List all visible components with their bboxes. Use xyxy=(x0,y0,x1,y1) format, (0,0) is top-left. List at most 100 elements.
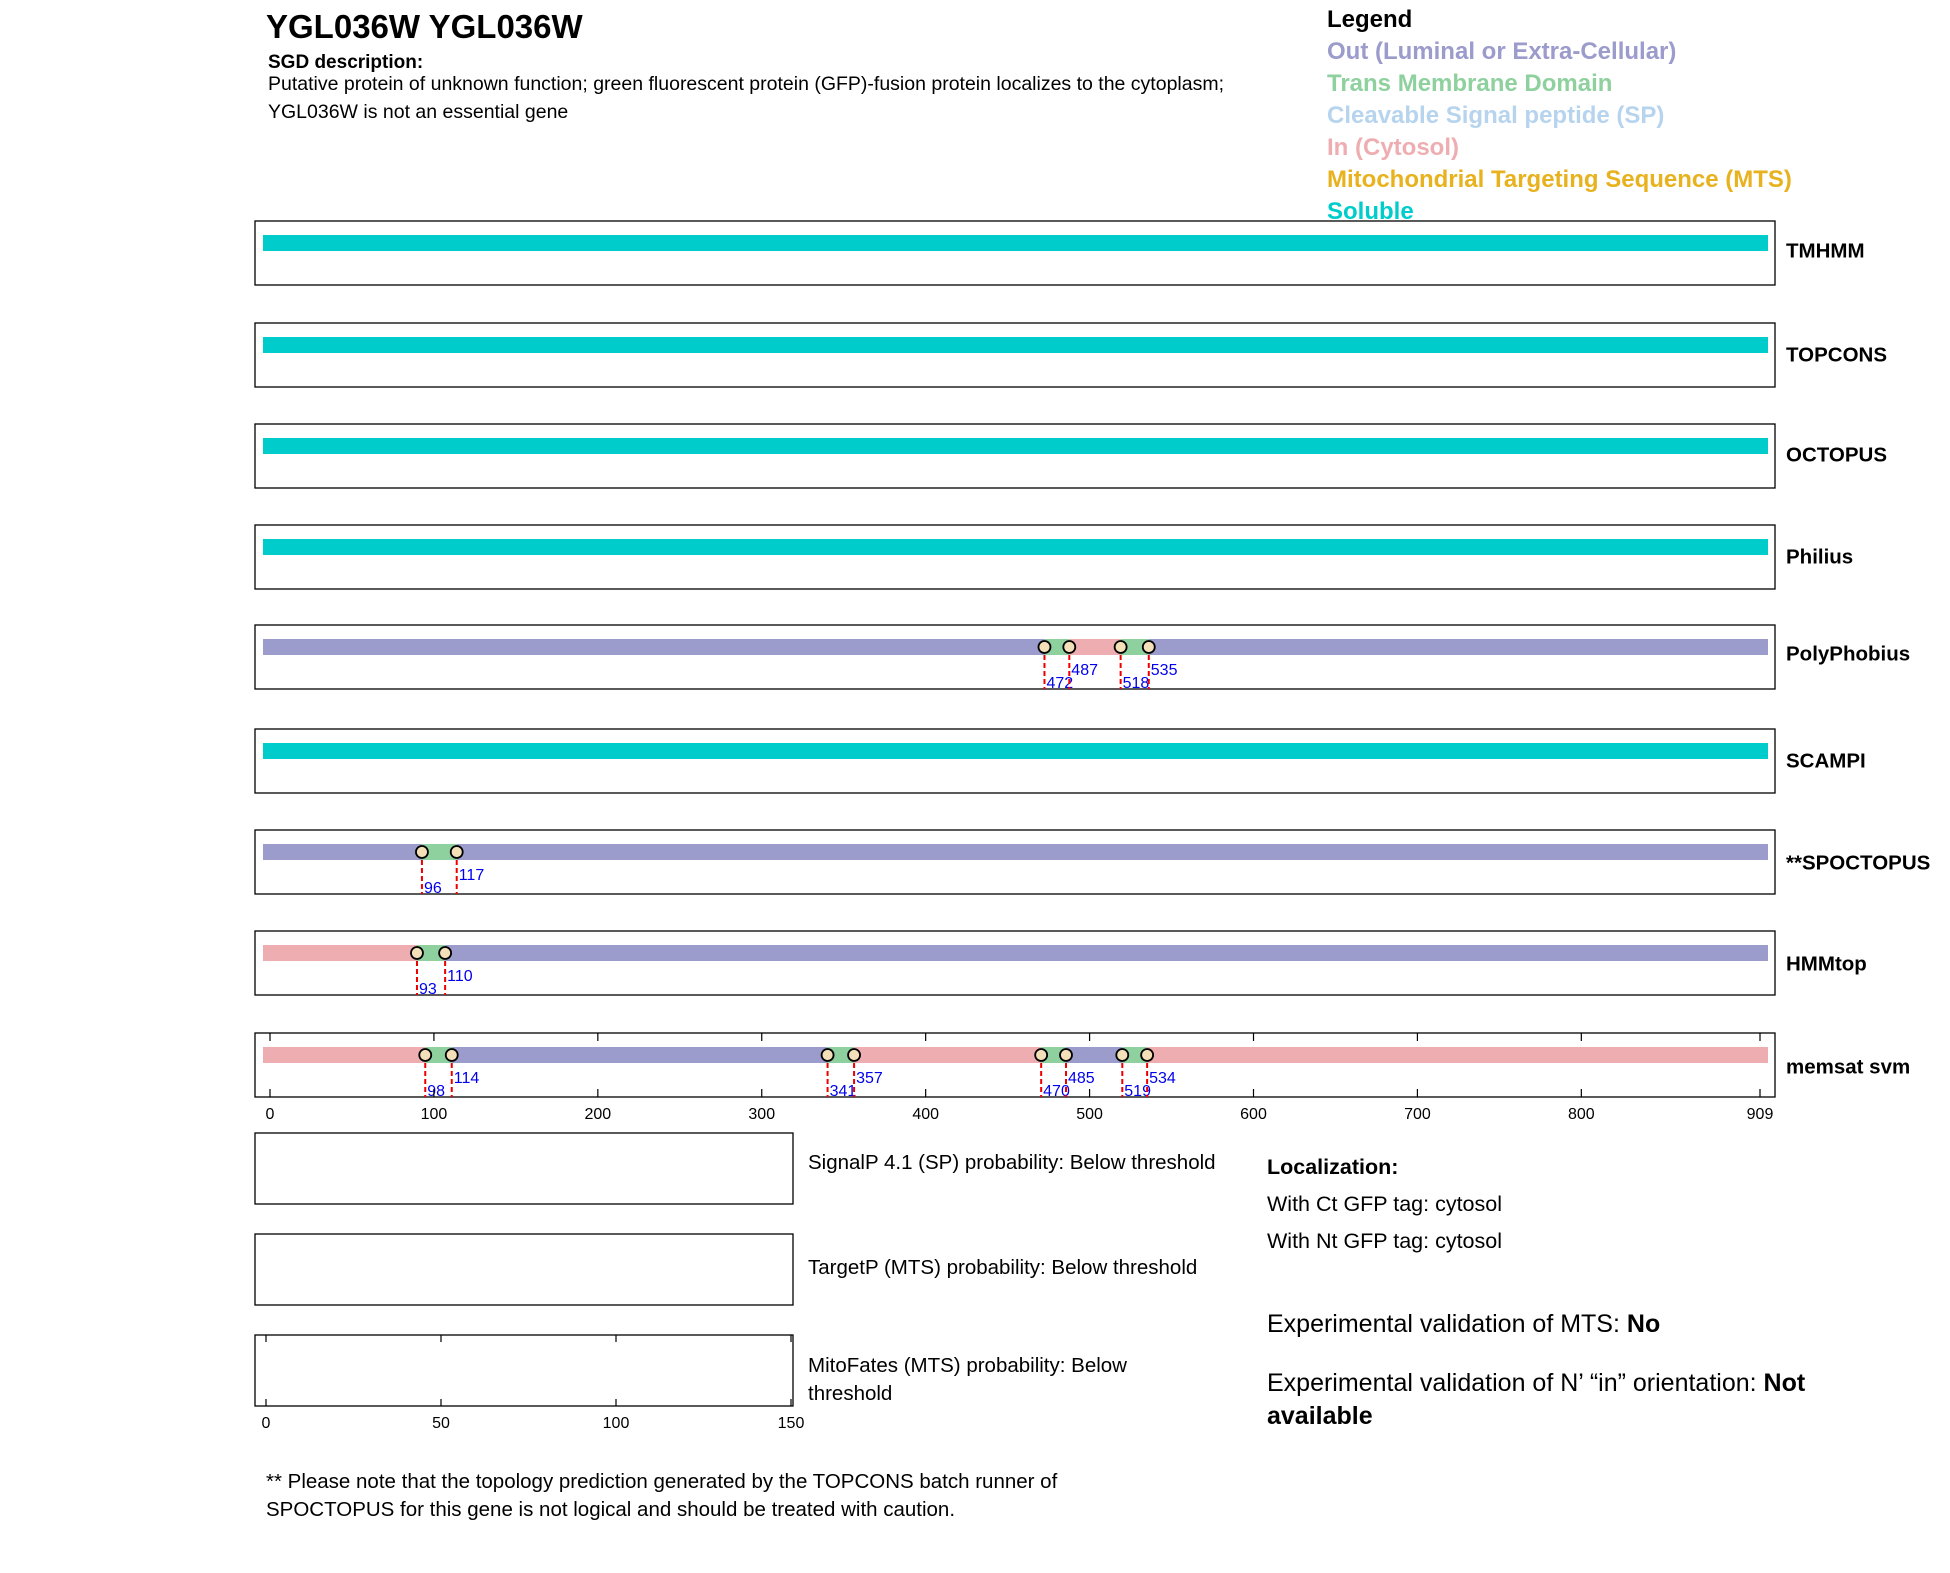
predictor-label-tmhmm: TMHMM xyxy=(1786,239,1865,262)
footnote: ** Please note that the topology predict… xyxy=(266,1470,1058,1521)
legend: Legend Out (Luminal or Extra-Cellular) T… xyxy=(1327,4,1792,228)
predictor-label-spoctopus: **SPOCTOPUS xyxy=(1786,851,1930,874)
segment-out xyxy=(1148,639,1768,655)
sgd-description-label: SGD description: xyxy=(268,52,424,73)
track-frame xyxy=(254,423,1776,489)
prob-tick-label: 150 xyxy=(778,1415,805,1432)
boundary-label: 519 xyxy=(1124,1083,1151,1100)
x-tick-label: 300 xyxy=(748,1106,775,1123)
legend-item-out: Out (Luminal or Extra-Cellular) xyxy=(1327,38,1677,65)
predictor-label-scampi: SCAMPI xyxy=(1786,749,1866,772)
segment-out xyxy=(263,639,1045,655)
boundary-label: 357 xyxy=(856,1070,883,1087)
experimental-mts-value: No xyxy=(1626,1310,1661,1338)
legend-item-tm: Trans Membrane Domain xyxy=(1327,70,1613,97)
page-title: YGL036W YGL036W xyxy=(266,8,583,45)
segment-in xyxy=(854,1047,1042,1063)
boundary-marker xyxy=(1034,1048,1049,1062)
track-frame xyxy=(254,624,1776,690)
predictor-label-octopus: OCTOPUS xyxy=(1786,443,1887,466)
boundary-label: 535 xyxy=(1151,662,1178,679)
track-frame xyxy=(254,1032,1776,1098)
mitofates-probability-text: MitoFates (MTS) probability: Below thres… xyxy=(808,1354,1127,1405)
boundary-marker xyxy=(1113,640,1128,654)
boundary-label: 110 xyxy=(447,968,473,985)
sgd-description-text: Putative protein of unknown function; gr… xyxy=(268,73,1225,123)
segment-in xyxy=(1147,1047,1768,1063)
boundary-marker xyxy=(444,1048,459,1062)
experimental-orientation: Experimental validation of N’ “in” orien… xyxy=(1267,1367,1877,1433)
boundary-label: 472 xyxy=(1046,675,1073,692)
segment-soluble xyxy=(263,337,1768,353)
predictor-label-memsat-svm: memsat svm xyxy=(1786,1055,1910,1078)
boundary-marker xyxy=(418,1048,433,1062)
prob-tick-label: 0 xyxy=(262,1415,271,1432)
prob-tick-label: 100 xyxy=(603,1415,630,1432)
boundary-label: 98 xyxy=(427,1083,445,1100)
localization-block: Localization: With Ct GFP tag: cytosol W… xyxy=(1267,1149,1502,1260)
legend-title: Legend xyxy=(1327,6,1413,33)
legend-item-in: In (Cytosol) xyxy=(1327,134,1459,161)
boundary-label: 96 xyxy=(424,880,442,897)
x-tick-label: 909 xyxy=(1747,1106,1774,1123)
x-tick-label: 100 xyxy=(421,1106,448,1123)
x-tick-label: 700 xyxy=(1404,1106,1431,1123)
track-frame xyxy=(254,930,1776,996)
track-frame xyxy=(254,322,1776,388)
boundary-label: 114 xyxy=(454,1070,480,1087)
x-tick-label: 600 xyxy=(1240,1106,1267,1123)
experimental-orientation-label: Experimental validation of N’ “in” orien… xyxy=(1267,1369,1764,1397)
segment-tm xyxy=(1044,639,1070,655)
boundary-label: 470 xyxy=(1043,1083,1070,1100)
segment-out xyxy=(445,945,1769,961)
boundary-label: 534 xyxy=(1149,1070,1176,1087)
track-frame xyxy=(254,524,1776,590)
boundary-label: 485 xyxy=(1068,1070,1095,1087)
targetp-probability-text: TargetP (MTS) probability: Below thresho… xyxy=(808,1256,1198,1279)
boundary-marker xyxy=(1140,1048,1155,1062)
boundary-label: 487 xyxy=(1071,662,1098,679)
segment-soluble xyxy=(263,539,1768,555)
x-tick-label: 500 xyxy=(1076,1106,1103,1123)
boundary-marker xyxy=(449,845,464,859)
segment-tm xyxy=(425,1047,452,1063)
boundary-marker xyxy=(410,946,424,960)
boundary-label: 117 xyxy=(459,867,485,884)
boundary-marker xyxy=(1037,640,1052,654)
segment-out xyxy=(456,844,1768,860)
localization-ct: With Ct GFP tag: cytosol xyxy=(1267,1192,1502,1216)
boundary-marker xyxy=(1062,640,1077,654)
boundary-label: 93 xyxy=(419,981,437,998)
segment-tm xyxy=(416,945,446,961)
boundary-marker xyxy=(820,1048,835,1062)
x-tick-label: 200 xyxy=(584,1106,611,1123)
predictor-label-hmmtop: HMMtop xyxy=(1786,952,1867,975)
legend-item-sp: Cleavable Signal peptide (SP) xyxy=(1327,102,1665,129)
segment-in xyxy=(1069,639,1121,655)
segment-tm xyxy=(421,844,457,860)
x-tick-label: 400 xyxy=(912,1106,939,1123)
predictor-label-polyphobius: PolyPhobius xyxy=(1786,642,1910,665)
boundary-marker xyxy=(1059,1048,1073,1062)
boundary-marker xyxy=(847,1048,861,1062)
segment-soluble xyxy=(263,438,1768,454)
segment-tm xyxy=(1120,639,1149,655)
signalp-panel xyxy=(254,1132,794,1205)
track-frame xyxy=(254,829,1776,895)
predictor-label-philius: Philius xyxy=(1786,545,1853,568)
segment-out xyxy=(1065,1047,1123,1063)
localization-nt: With Nt GFP tag: cytosol xyxy=(1267,1229,1502,1253)
boundary-label: 518 xyxy=(1123,675,1150,692)
mitofates-panel xyxy=(254,1334,794,1407)
predictor-label-topcons: TOPCONS xyxy=(1786,343,1887,366)
localization-title: Localization: xyxy=(1267,1155,1399,1179)
segment-tm xyxy=(1122,1047,1148,1063)
x-tick-label: 800 xyxy=(1568,1106,1595,1123)
experimental-mts-label: Experimental validation of MTS: xyxy=(1267,1310,1627,1338)
segment-tm xyxy=(827,1047,855,1063)
segment-in xyxy=(263,945,417,961)
segment-out xyxy=(451,1047,828,1063)
boundary-marker xyxy=(1141,640,1156,654)
segment-out xyxy=(263,844,422,860)
